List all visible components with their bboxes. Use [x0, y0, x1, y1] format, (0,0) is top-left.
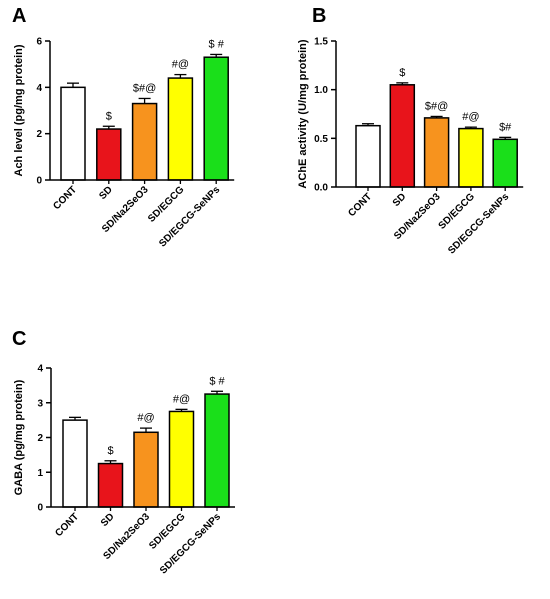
panel-c-y-tick-label: 3 — [37, 398, 43, 409]
panel-b-y-tick-label: 0.0 — [314, 183, 328, 194]
panel-b-significance-label: $ — [399, 67, 405, 79]
panel-a-bar — [96, 128, 122, 181]
panel-a-y-axis-title: Ach level (pg/mg protein) — [13, 44, 25, 176]
panel-a-category-label: SD — [97, 184, 115, 202]
panel-a-y-tick-label: 4 — [36, 83, 42, 94]
panel-a-significance-label: $#@ — [133, 82, 156, 94]
panel-a-category-label: CONT — [51, 184, 79, 212]
panel-b-significance-label: #@ — [462, 111, 479, 123]
panel-c-y-axis-title: GABA (pg/mg protein) — [13, 379, 25, 495]
panel-c-y-tick-label: 4 — [37, 364, 43, 375]
panel-b-bar — [355, 124, 381, 188]
panel-a-letter: A — [12, 5, 26, 27]
panel-b-y-tick-label: 1.5 — [314, 37, 328, 48]
panel-c-y-tick-label: 1 — [37, 468, 43, 479]
panel-b-bar — [492, 138, 518, 188]
panel-b-category-label: CONT — [346, 191, 374, 219]
panel-b-y-tick-label: 0.5 — [314, 134, 328, 145]
panel-b-bar — [423, 117, 450, 188]
panel-a-bar — [167, 77, 194, 181]
panel-b-y-axis-title: AChE activity (U/mg protein) — [297, 39, 309, 188]
panel-b-y-tick-label: 1.0 — [314, 85, 328, 96]
panel-a-bar — [203, 56, 229, 181]
panel-b-category-label: SD — [391, 191, 409, 209]
panel-c-significance-label: #@ — [173, 393, 190, 405]
panel-a-significance-label: $ — [106, 110, 112, 122]
panel-a-significance-label: #@ — [172, 59, 189, 71]
panel-c-bar — [97, 462, 124, 508]
panel-c-category-label: SD — [99, 511, 117, 529]
panel-b-significance-label: $#@ — [425, 100, 448, 112]
panel-b-significance-label: $# — [499, 121, 512, 133]
panel-c-bar — [62, 419, 88, 508]
panel-b-letter: B — [312, 5, 326, 27]
panel-c-letter: C — [12, 328, 26, 350]
panel-b-bar — [458, 127, 484, 188]
panel-a-y-tick-label: 0 — [36, 176, 42, 187]
panel-c-bar — [204, 393, 230, 508]
panel-c-significance-label: $ # — [209, 375, 225, 387]
panel-c-significance-label: $ — [107, 445, 113, 457]
panel-b-category-label: SD/EGCG-SeNPs — [446, 191, 511, 256]
panel-a-category-label: SD/EGCG-SeNPs — [157, 184, 222, 249]
panel-c-category-label: SD/EGCG-SeNPs — [158, 511, 223, 576]
panel-c-y-tick-label: 0 — [37, 503, 43, 514]
panel-c-bar — [168, 410, 195, 508]
panel-a-y-tick-label: 2 — [36, 129, 42, 140]
panel-c-category-label: CONT — [53, 511, 81, 539]
panel-a-significance-label: $ # — [209, 38, 225, 50]
panel-b-bar — [389, 84, 416, 188]
panel-a-bar — [60, 86, 86, 181]
panel-c-bar — [133, 431, 159, 508]
panel-c-significance-label: #@ — [137, 412, 154, 424]
panel-c-y-tick-label: 2 — [37, 433, 43, 444]
panel-a-y-tick-label: 6 — [36, 37, 42, 48]
panel-a-bar — [131, 102, 158, 181]
